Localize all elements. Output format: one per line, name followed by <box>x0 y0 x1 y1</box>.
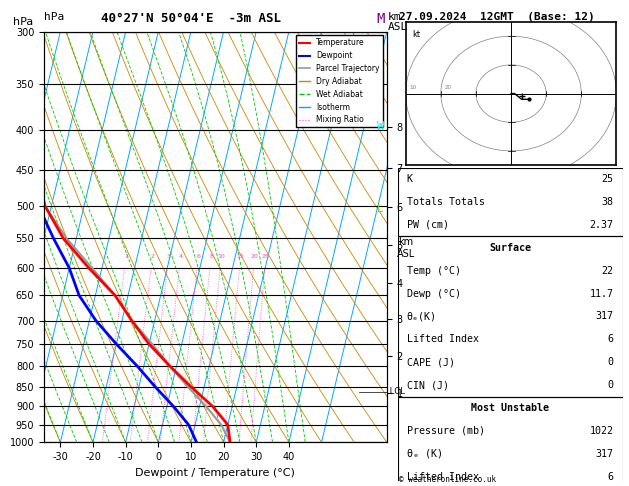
Text: 1: 1 <box>124 254 128 259</box>
Text: 20: 20 <box>444 85 452 90</box>
Text: 4: 4 <box>179 254 183 259</box>
Legend: Temperature, Dewpoint, Parcel Trajectory, Dry Adiabat, Wet Adiabat, Isotherm, Mi: Temperature, Dewpoint, Parcel Trajectory… <box>296 35 383 127</box>
Text: θₑ(K): θₑ(K) <box>406 312 437 321</box>
Text: 11.7: 11.7 <box>590 289 614 298</box>
Text: 22: 22 <box>602 266 614 276</box>
Text: 40°27'N 50°04'E  -3m ASL: 40°27'N 50°04'E -3m ASL <box>101 12 281 25</box>
Text: ASL: ASL <box>388 22 408 32</box>
Text: Surface: Surface <box>489 243 531 253</box>
Text: PW (cm): PW (cm) <box>406 220 448 230</box>
Text: CIN (J): CIN (J) <box>406 380 448 390</box>
Text: W: W <box>377 120 384 133</box>
Text: L: L <box>377 204 384 214</box>
Text: 20: 20 <box>250 254 259 259</box>
Text: 15: 15 <box>237 254 245 259</box>
Text: Most Unstable: Most Unstable <box>471 403 549 413</box>
Text: Dewp (°C): Dewp (°C) <box>406 289 460 298</box>
Text: Lifted Index: Lifted Index <box>406 334 479 344</box>
Text: hPa: hPa <box>44 12 64 22</box>
Text: Totals Totals: Totals Totals <box>406 197 484 207</box>
Text: 2: 2 <box>150 254 155 259</box>
Text: 6: 6 <box>608 471 614 482</box>
Text: 317: 317 <box>596 312 614 321</box>
Text: hPa: hPa <box>13 17 33 28</box>
Text: Temp (°C): Temp (°C) <box>406 266 460 276</box>
Text: 10: 10 <box>218 254 225 259</box>
Text: 1022: 1022 <box>590 426 614 436</box>
Text: 0: 0 <box>608 357 614 367</box>
Text: 6: 6 <box>608 334 614 344</box>
Text: M: M <box>376 13 385 26</box>
Text: 3: 3 <box>167 254 170 259</box>
Text: 27.09.2024  12GMT  (Base: 12): 27.09.2024 12GMT (Base: 12) <box>399 12 595 22</box>
Text: 10: 10 <box>409 85 416 90</box>
Bar <box>398 397 623 486</box>
Text: LCL: LCL <box>387 387 404 396</box>
Text: Pressure (mb): Pressure (mb) <box>406 426 484 436</box>
Text: 8: 8 <box>209 254 213 259</box>
Text: 0: 0 <box>608 380 614 390</box>
Text: 38: 38 <box>602 197 614 207</box>
Bar <box>398 168 623 236</box>
Text: 2.37: 2.37 <box>590 220 614 230</box>
Text: 6: 6 <box>196 254 200 259</box>
Text: K: K <box>406 174 413 184</box>
Text: θₑ (K): θₑ (K) <box>406 449 443 459</box>
Text: 25: 25 <box>602 174 614 184</box>
Text: 25: 25 <box>262 254 270 259</box>
Bar <box>398 236 623 397</box>
Text: 317: 317 <box>596 449 614 459</box>
X-axis label: Dewpoint / Temperature (°C): Dewpoint / Temperature (°C) <box>135 468 296 478</box>
Text: kt: kt <box>413 31 421 39</box>
Text: CAPE (J): CAPE (J) <box>406 357 455 367</box>
Text: Lifted Index: Lifted Index <box>406 471 479 482</box>
Text: © weatheronline.co.uk: © weatheronline.co.uk <box>399 474 496 484</box>
Text: km: km <box>388 12 401 22</box>
Y-axis label: km
ASL: km ASL <box>396 237 415 259</box>
